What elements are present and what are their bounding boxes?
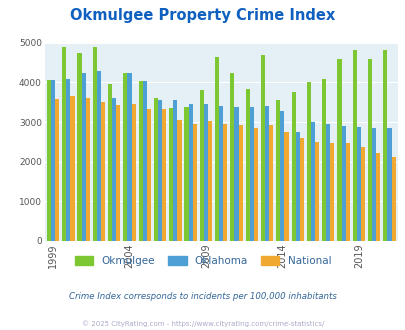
Bar <box>81 73 85 241</box>
Bar <box>230 73 234 241</box>
Bar <box>116 105 120 241</box>
Bar <box>264 106 269 241</box>
Bar <box>367 59 371 241</box>
Bar <box>123 73 127 241</box>
Bar <box>356 127 360 241</box>
Bar <box>169 108 173 241</box>
Bar <box>66 79 70 241</box>
Bar <box>284 132 288 241</box>
Bar <box>295 132 299 241</box>
Bar <box>199 90 203 241</box>
Bar <box>47 80 51 241</box>
Bar <box>207 120 212 241</box>
Bar <box>188 104 192 241</box>
Bar <box>70 96 75 241</box>
Bar <box>238 125 242 241</box>
Bar <box>153 98 158 241</box>
Bar <box>269 125 273 241</box>
Bar <box>223 124 227 241</box>
Bar <box>341 126 345 241</box>
Bar <box>360 147 364 241</box>
Bar <box>345 143 349 241</box>
Bar <box>62 47 66 241</box>
Bar <box>138 81 143 241</box>
Bar <box>390 156 395 241</box>
Bar <box>314 142 318 241</box>
Bar <box>245 89 249 241</box>
Bar <box>143 81 147 241</box>
Bar <box>203 104 207 241</box>
Bar <box>280 111 284 241</box>
Bar <box>306 82 310 241</box>
Bar <box>162 110 166 241</box>
Bar <box>375 153 379 241</box>
Legend: Okmulgee, Oklahoma, National: Okmulgee, Oklahoma, National <box>75 256 330 266</box>
Bar <box>184 107 188 241</box>
Bar <box>101 102 105 241</box>
Bar <box>330 143 334 241</box>
Text: Okmulgee Property Crime Index: Okmulgee Property Crime Index <box>70 8 335 23</box>
Bar <box>51 80 55 241</box>
Bar <box>112 98 116 241</box>
Bar <box>260 55 264 241</box>
Bar <box>219 106 223 241</box>
Bar <box>253 128 258 241</box>
Bar <box>234 107 238 241</box>
Bar <box>108 84 112 241</box>
Bar <box>371 128 375 241</box>
Bar <box>158 100 162 241</box>
Bar <box>321 79 326 241</box>
Bar <box>127 73 131 241</box>
Bar <box>173 100 177 241</box>
Bar <box>147 109 151 241</box>
Bar <box>326 124 330 241</box>
Bar <box>55 99 59 241</box>
Bar <box>92 47 97 241</box>
Bar <box>386 128 390 241</box>
Bar <box>249 108 253 241</box>
Bar <box>77 53 81 241</box>
Bar <box>85 98 90 241</box>
Bar <box>382 50 386 241</box>
Text: Crime Index corresponds to incidents per 100,000 inhabitants: Crime Index corresponds to incidents per… <box>69 292 336 301</box>
Bar <box>310 122 314 241</box>
Bar <box>352 50 356 241</box>
Bar <box>131 104 135 241</box>
Bar <box>337 59 341 241</box>
Bar <box>215 57 219 241</box>
Bar <box>192 124 196 241</box>
Bar <box>299 138 303 241</box>
Bar <box>275 100 280 241</box>
Bar <box>291 92 295 241</box>
Bar <box>177 120 181 241</box>
Bar <box>97 71 101 241</box>
Text: © 2025 CityRating.com - https://www.cityrating.com/crime-statistics/: © 2025 CityRating.com - https://www.city… <box>82 320 323 327</box>
